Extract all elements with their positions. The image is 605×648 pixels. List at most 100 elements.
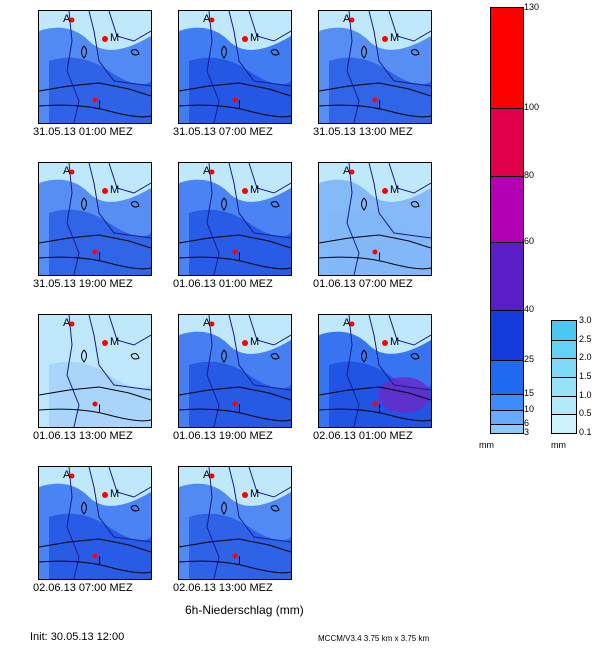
map-marker-label: M (390, 32, 400, 44)
precipitation-map-panel: A M I (318, 314, 432, 428)
map-marker-label: M (250, 184, 260, 196)
map-marker-label: M (110, 32, 120, 44)
legend-tick-label: 1.0 (579, 389, 592, 400)
panel-timestamp: 02.06.13 13:00 MEZ (173, 582, 273, 594)
map-marker-label: M (390, 184, 400, 196)
legend-main-unit: mm (479, 440, 494, 450)
precipitation-map-panel: A M I (38, 466, 152, 580)
panel-timestamp: 01.06.13 13:00 MEZ (33, 430, 133, 442)
legend-small-unit: mm (551, 440, 566, 450)
map-marker-label: M (390, 336, 400, 348)
legend-tick-label: 15 (524, 388, 535, 398)
panel-timestamp: 31.05.13 07:00 MEZ (173, 126, 273, 138)
map-graphic (319, 163, 431, 275)
legend-tick-label: 6 (524, 418, 530, 428)
precipitation-map-panel: A M I (178, 466, 292, 580)
map-marker-label: A (63, 317, 71, 329)
legend-color-segment (491, 108, 523, 176)
map-marker-label: M (110, 488, 120, 500)
map-marker-label: A (203, 165, 211, 177)
precipitation-map-panel: A M I (38, 314, 152, 428)
map-marker-label: A (63, 13, 71, 25)
legend-color-segment (552, 339, 576, 359)
precipitation-legend-bar (490, 7, 524, 434)
precipitation-map-panel: A M I (178, 314, 292, 428)
init-time: Init: 30.05.13 12:00 (30, 631, 125, 643)
legend-tick-label: 2.5 (579, 333, 592, 344)
panel-timestamp: 01.06.13 01:00 MEZ (173, 278, 273, 290)
map-marker-label: I (238, 251, 242, 263)
map-marker-label: I (98, 99, 102, 111)
panel-timestamp: 02.06.13 07:00 MEZ (33, 582, 133, 594)
panel-timestamp: 01.06.13 19:00 MEZ (173, 430, 273, 442)
map-marker-label: A (343, 317, 351, 329)
map-marker-label: A (63, 165, 71, 177)
panel-timestamp: 31.05.13 19:00 MEZ (33, 278, 133, 290)
map-graphic (319, 315, 431, 427)
legend-tick-label: 130 (524, 2, 540, 12)
map-marker-label: A (63, 469, 71, 481)
legend-tick-label: 60 (524, 236, 535, 246)
legend-color-segment (491, 242, 523, 310)
legend-color-segment (491, 433, 523, 434)
legend-color-segment (552, 377, 576, 396)
map-graphic (319, 11, 431, 123)
legend-color-segment (491, 394, 523, 410)
legend-tick-label: 3 (524, 427, 530, 437)
map-graphic (179, 467, 291, 579)
legend-color-segment (552, 358, 576, 377)
map-marker-label: I (238, 555, 242, 567)
panel-timestamp: 31.05.13 01:00 MEZ (33, 126, 133, 138)
light-precipitation-legend-bar (551, 320, 577, 434)
map-graphic (39, 11, 151, 123)
legend-color-segment (491, 8, 523, 108)
map-marker-label: I (98, 251, 102, 263)
map-graphic (179, 11, 291, 123)
map-marker-label: A (343, 165, 351, 177)
legend-tick-label: 40 (524, 304, 535, 314)
panel-timestamp: 02.06.13 01:00 MEZ (313, 430, 413, 442)
map-graphic (39, 163, 151, 275)
map-marker-label: I (98, 555, 102, 567)
legend-color-segment (552, 321, 576, 340)
legend-color-segment (491, 176, 523, 242)
precipitation-map-panel: A M I (178, 162, 292, 276)
legend-tick-label: 100 (524, 102, 540, 112)
legend-tick-label: 1.5 (579, 371, 592, 381)
legend-color-segment (491, 360, 523, 394)
legend-tick-label: 3.0 (579, 315, 592, 325)
figure-title: 6h-Niederschlag (mm) (185, 603, 304, 617)
legend-tick-label: 0.5 (579, 408, 592, 419)
precipitation-map-panel: A M I (318, 10, 432, 124)
map-marker-label: A (203, 469, 211, 481)
map-marker-label: A (203, 13, 211, 25)
map-marker-label: M (110, 184, 120, 196)
legend-color-segment (552, 414, 576, 433)
legend-tick-label: 2.0 (579, 352, 592, 363)
legend-color-segment (552, 395, 576, 415)
panel-timestamp: 31.05.13 13:00 MEZ (313, 126, 413, 138)
legend-tick-label: 10 (524, 404, 535, 414)
legend-color-segment (491, 410, 523, 424)
map-marker-label: I (238, 403, 242, 415)
map-graphic (39, 467, 151, 579)
map-marker-label: A (343, 13, 351, 25)
map-marker-label: I (378, 403, 382, 415)
legend-tick-label: 25 (524, 354, 535, 364)
map-marker-label: I (238, 99, 242, 111)
map-graphic (39, 315, 151, 427)
precipitation-map-panel: A M I (178, 10, 292, 124)
map-marker-label: I (98, 403, 102, 415)
map-marker-label: M (110, 336, 120, 348)
precipitation-map-panel: A M I (318, 162, 432, 276)
map-marker-label: A (203, 317, 211, 329)
map-marker-label: M (250, 32, 260, 44)
map-marker-label: M (250, 488, 260, 500)
precipitation-map-panel: A M I (38, 162, 152, 276)
panel-timestamp: 01.06.13 07:00 MEZ (313, 278, 413, 290)
legend-tick-label: 80 (524, 170, 535, 180)
map-marker-label: M (250, 336, 260, 348)
map-graphic (179, 163, 291, 275)
legend-color-segment (491, 424, 523, 433)
model-info: MCCM/V3.4 3.75 km x 3.75 km (318, 634, 430, 643)
